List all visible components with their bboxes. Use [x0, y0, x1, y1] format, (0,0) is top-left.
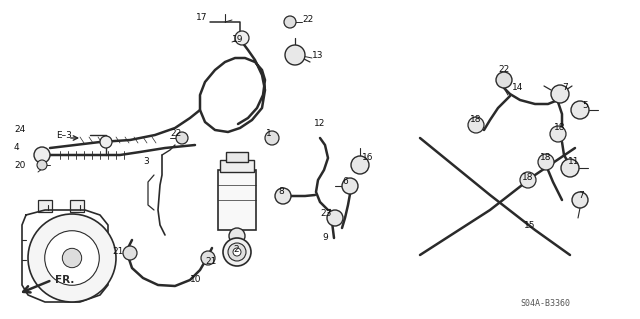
Text: 9: 9 [322, 234, 328, 242]
Text: 18: 18 [540, 153, 552, 162]
Circle shape [62, 248, 82, 268]
Circle shape [37, 160, 47, 170]
Circle shape [538, 154, 554, 170]
Text: 17: 17 [196, 13, 207, 23]
Circle shape [201, 251, 215, 265]
Text: 22: 22 [170, 129, 181, 137]
Text: 16: 16 [362, 153, 374, 162]
Circle shape [551, 85, 569, 103]
Circle shape [561, 159, 579, 177]
Text: 11: 11 [568, 158, 579, 167]
Text: 20: 20 [14, 160, 26, 169]
Circle shape [235, 31, 249, 45]
Circle shape [233, 248, 241, 256]
Circle shape [100, 136, 112, 148]
Circle shape [229, 228, 245, 244]
Circle shape [284, 16, 296, 28]
Bar [218, 170, 256, 230]
Circle shape [571, 101, 589, 119]
Text: 6: 6 [342, 177, 348, 187]
Text: 21: 21 [205, 257, 216, 266]
Text: 5: 5 [582, 100, 588, 109]
Circle shape [351, 156, 369, 174]
Text: 10: 10 [190, 276, 202, 285]
Circle shape [265, 131, 279, 145]
Text: 8: 8 [278, 187, 284, 196]
Circle shape [123, 246, 137, 260]
Text: 24: 24 [14, 125, 25, 135]
Bar [38, 200, 52, 212]
Text: E–3: E–3 [56, 131, 72, 140]
Text: 22: 22 [498, 65, 509, 75]
Text: 3: 3 [143, 158, 148, 167]
Text: 12: 12 [314, 120, 325, 129]
Text: 4: 4 [14, 144, 20, 152]
Text: 7: 7 [578, 191, 584, 201]
Text: 14: 14 [512, 84, 524, 93]
Circle shape [176, 132, 188, 144]
Text: 18: 18 [522, 174, 534, 182]
Circle shape [468, 117, 484, 133]
Text: S04A-B3360: S04A-B3360 [520, 300, 570, 308]
Circle shape [327, 210, 343, 226]
Text: 13: 13 [312, 50, 323, 60]
Text: 1: 1 [266, 129, 272, 137]
Text: 18: 18 [554, 123, 566, 132]
Circle shape [45, 231, 99, 285]
Circle shape [223, 238, 251, 266]
Text: 21: 21 [112, 248, 124, 256]
Bar [70, 200, 84, 212]
Text: 18: 18 [470, 115, 481, 124]
Bar [220, 160, 254, 172]
Text: 2: 2 [233, 244, 239, 254]
Text: 23: 23 [320, 210, 332, 219]
Circle shape [34, 147, 50, 163]
Circle shape [28, 214, 116, 302]
Circle shape [550, 126, 566, 142]
Circle shape [275, 188, 291, 204]
Circle shape [285, 45, 305, 65]
Circle shape [342, 178, 358, 194]
Text: 19: 19 [232, 35, 243, 44]
Circle shape [228, 243, 246, 261]
Circle shape [572, 192, 588, 208]
Circle shape [496, 72, 512, 88]
Text: 7: 7 [562, 84, 568, 93]
Circle shape [520, 172, 536, 188]
Text: 22: 22 [302, 16, 313, 25]
Text: FR.: FR. [55, 275, 74, 285]
Text: 15: 15 [524, 221, 536, 231]
Bar [226, 152, 248, 162]
